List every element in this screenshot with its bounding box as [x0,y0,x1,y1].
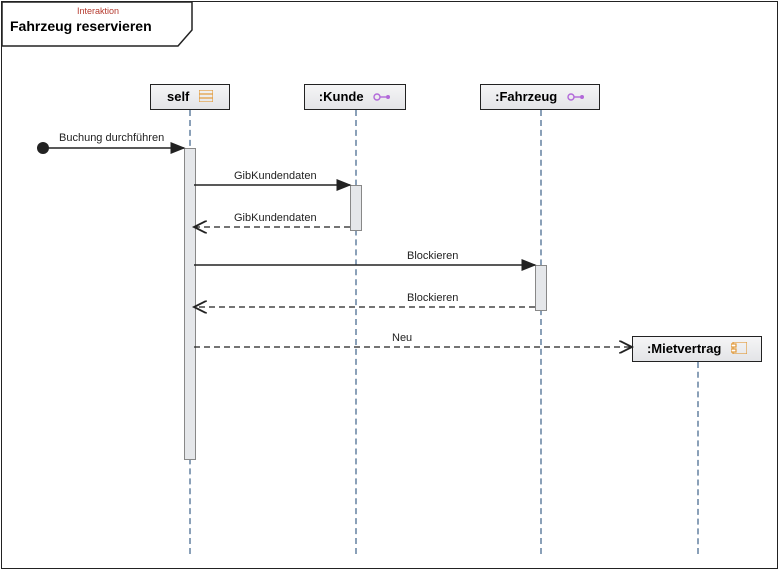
participant-kunde-label: :Kunde [319,89,364,104]
participant-mietvertrag-label: :Mietvertrag [647,341,721,356]
activation-self [184,148,196,460]
stereotype-label: Interaktion [10,6,186,16]
participant-mietvertrag: :Mietvertrag [632,336,762,362]
participant-kunde: :Kunde [304,84,406,110]
lifeline-mietvertrag [697,362,699,554]
msg-label-gibkundendaten: GibKundendaten [234,170,317,182]
participant-fahrzeug-label: :Fahrzeug [495,89,557,104]
diagram-title: Fahrzeug reservieren [10,18,186,34]
msg-label-buchung: Buchung durchführen [59,132,164,144]
activation-fahrzeug [535,265,547,311]
entity-icon [567,90,585,105]
title-tab: Interaktion Fahrzeug reservieren [2,2,194,40]
class-icon [199,90,213,105]
activation-kunde [350,185,362,231]
sequence-frame: Interaktion Fahrzeug reservieren self :K… [1,1,778,569]
component-icon [731,342,747,357]
msg-label-neu: Neu [392,332,412,344]
participant-fahrzeug: :Fahrzeug [480,84,600,110]
participant-self-label: self [167,89,189,104]
msg-label-blockieren-return: Blockieren [407,292,458,304]
lifeline-kunde [355,110,357,554]
msg-label-blockieren: Blockieren [407,250,458,262]
entity-icon [373,90,391,105]
participant-self: self [150,84,230,110]
lifeline-fahrzeug [540,110,542,554]
msg-label-gibkundendaten-return: GibKundendaten [234,212,317,224]
start-node [37,142,49,154]
